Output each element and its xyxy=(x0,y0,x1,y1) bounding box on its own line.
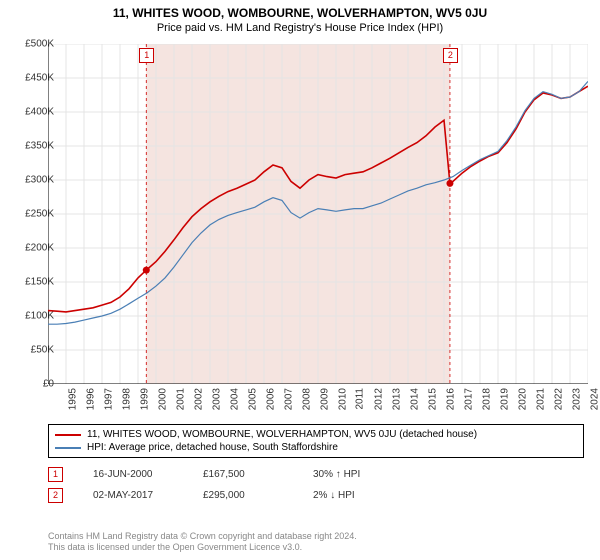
chart-marker-icon: 2 xyxy=(443,48,458,63)
x-axis-tick: 2023 xyxy=(571,388,582,410)
transaction-date: 16-JUN-2000 xyxy=(93,469,173,480)
x-axis-tick: 2003 xyxy=(211,388,222,410)
y-axis-tick: £350K xyxy=(25,141,54,152)
page-title: 11, WHITES WOOD, WOMBOURNE, WOLVERHAMPTO… xyxy=(0,0,600,20)
x-axis-tick: 2021 xyxy=(535,388,546,410)
x-axis-tick: 2020 xyxy=(517,388,528,410)
x-axis-tick: 2004 xyxy=(229,388,240,410)
x-axis-tick: 2012 xyxy=(373,388,384,410)
transaction-delta: 2% ↓ HPI xyxy=(313,490,393,501)
x-axis-tick: 2000 xyxy=(157,388,168,410)
transaction-price: £167,500 xyxy=(203,469,283,480)
y-axis-tick: £300K xyxy=(25,175,54,186)
x-axis-tick: 1998 xyxy=(121,388,132,410)
footer-line: Contains HM Land Registry data © Crown c… xyxy=(48,531,357,543)
x-axis-tick: 1996 xyxy=(85,388,96,410)
x-axis-tick: 2008 xyxy=(301,388,312,410)
page-subtitle: Price paid vs. HM Land Registry's House … xyxy=(0,20,600,34)
y-axis-tick: £0 xyxy=(43,379,54,390)
transaction-price: £295,000 xyxy=(203,490,283,501)
price-chart xyxy=(48,44,588,384)
x-axis-tick: 2017 xyxy=(463,388,474,410)
x-axis-tick: 2018 xyxy=(481,388,492,410)
y-axis-tick: £400K xyxy=(25,107,54,118)
transaction-marker-icon: 1 xyxy=(48,467,63,482)
x-axis-tick: 1999 xyxy=(139,388,150,410)
footer-line: This data is licensed under the Open Gov… xyxy=(48,542,357,554)
x-axis-tick: 2019 xyxy=(499,388,510,410)
transaction-marker-icon: 2 xyxy=(48,488,63,503)
x-axis-tick: 2005 xyxy=(247,388,258,410)
footer: Contains HM Land Registry data © Crown c… xyxy=(48,531,357,554)
legend-swatch xyxy=(55,447,81,449)
x-axis-tick: 2001 xyxy=(175,388,186,410)
x-axis-tick: 2013 xyxy=(391,388,402,410)
y-axis-tick: £450K xyxy=(25,73,54,84)
transaction-delta: 30% ↑ HPI xyxy=(313,469,393,480)
chart-svg xyxy=(48,44,588,384)
x-axis-tick: 2010 xyxy=(337,388,348,410)
legend: 11, WHITES WOOD, WOMBOURNE, WOLVERHAMPTO… xyxy=(48,424,584,458)
y-axis-tick: £150K xyxy=(25,277,54,288)
y-axis-tick: £500K xyxy=(25,39,54,50)
x-axis-tick: 2014 xyxy=(409,388,420,410)
x-axis-tick: 2016 xyxy=(445,388,456,410)
table-row: 1 16-JUN-2000 £167,500 30% ↑ HPI xyxy=(48,464,393,485)
x-axis-tick: 2011 xyxy=(355,388,366,410)
x-axis-tick: 2002 xyxy=(193,388,204,410)
x-axis-tick: 2022 xyxy=(553,388,564,410)
y-axis-tick: £100K xyxy=(25,311,54,322)
transaction-date: 02-MAY-2017 xyxy=(93,490,173,501)
legend-item-hpi: HPI: Average price, detached house, Sout… xyxy=(55,441,577,454)
y-axis-tick: £50K xyxy=(31,345,54,356)
table-row: 2 02-MAY-2017 £295,000 2% ↓ HPI xyxy=(48,485,393,506)
y-axis-tick: £250K xyxy=(25,209,54,220)
x-axis-tick: 2009 xyxy=(319,388,330,410)
x-axis-tick: 2006 xyxy=(265,388,276,410)
x-axis-tick: 1995 xyxy=(67,388,78,410)
x-axis-tick: 2024 xyxy=(589,388,600,410)
transactions-table: 1 16-JUN-2000 £167,500 30% ↑ HPI 2 02-MA… xyxy=(48,464,393,506)
legend-item-property: 11, WHITES WOOD, WOMBOURNE, WOLVERHAMPTO… xyxy=(55,428,577,441)
x-axis-tick: 2015 xyxy=(427,388,438,410)
x-axis-tick: 1997 xyxy=(103,388,114,410)
chart-marker-icon: 1 xyxy=(139,48,154,63)
legend-label: 11, WHITES WOOD, WOMBOURNE, WOLVERHAMPTO… xyxy=(87,429,477,440)
legend-swatch xyxy=(55,434,81,436)
y-axis-tick: £200K xyxy=(25,243,54,254)
x-axis-tick: 2007 xyxy=(283,388,294,410)
legend-label: HPI: Average price, detached house, Sout… xyxy=(87,442,338,453)
